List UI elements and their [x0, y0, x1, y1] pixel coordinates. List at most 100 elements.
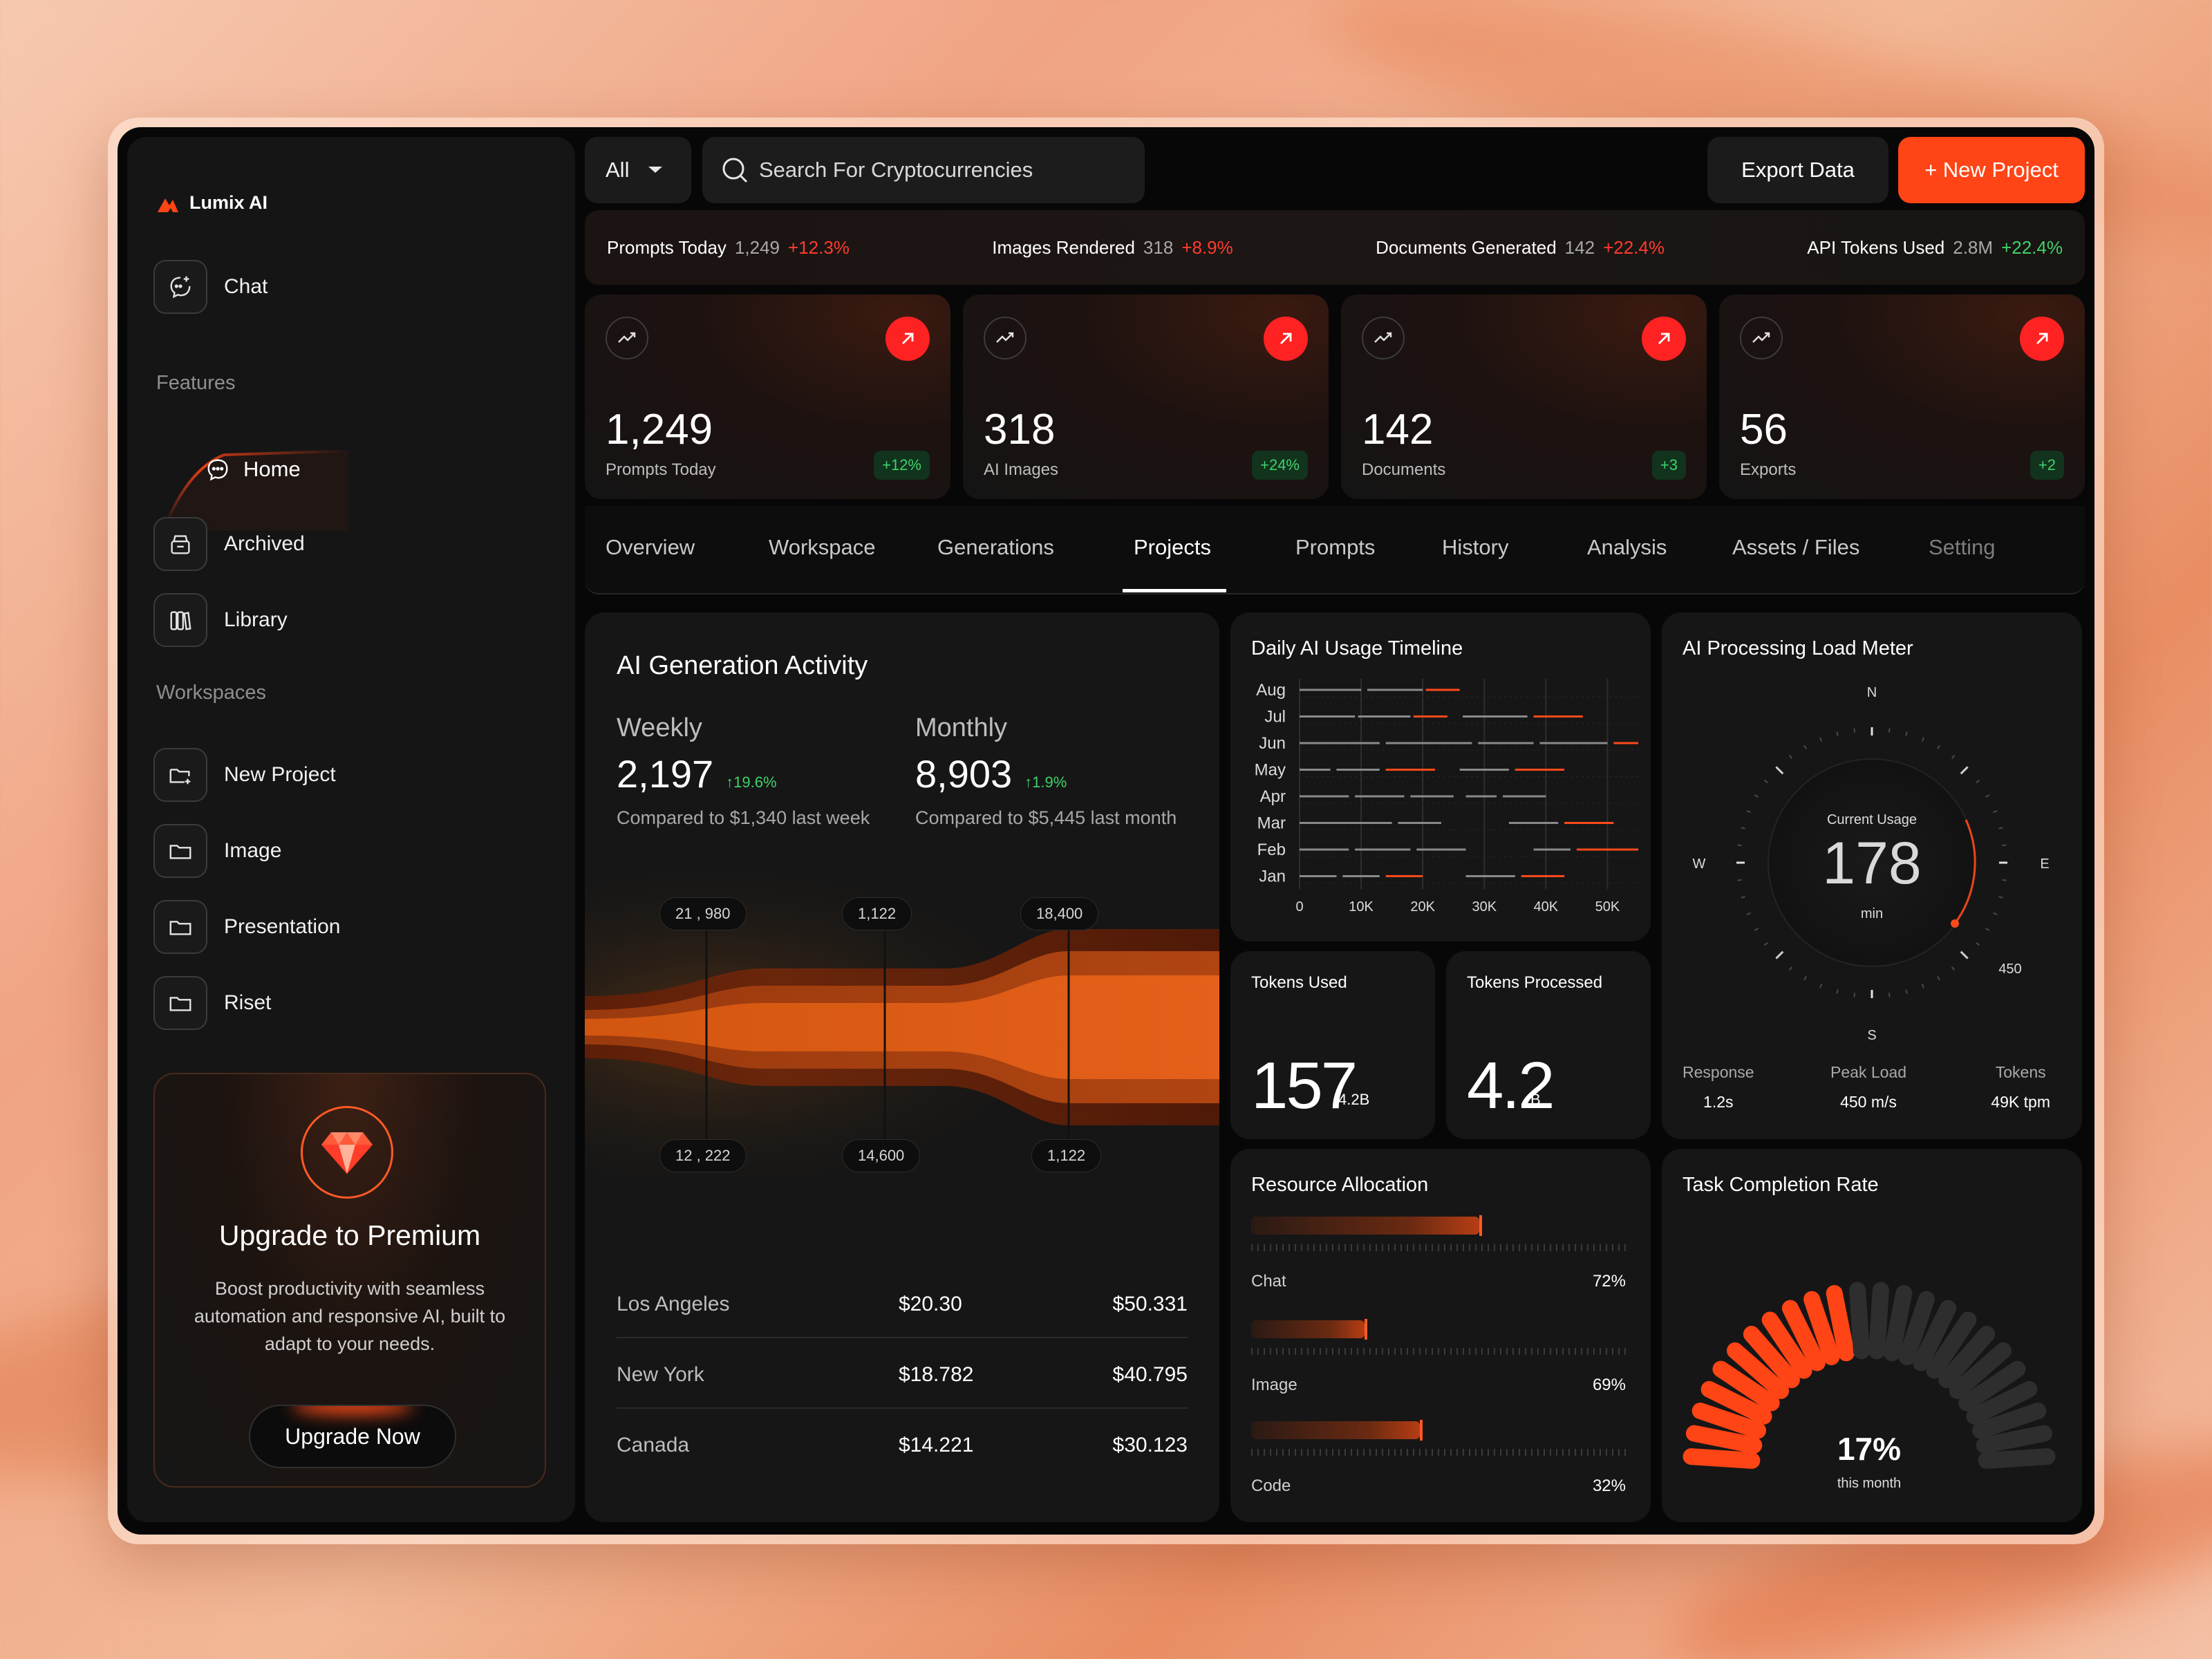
search-input[interactable] — [759, 158, 1118, 182]
workspace-item-label: Riset — [224, 991, 272, 1014]
sidebar-item-chat[interactable]: Chat — [153, 260, 268, 314]
timeline-tick-label: 50K — [1595, 899, 1620, 915]
meter-tick — [1746, 810, 1751, 814]
weekly-value: 2,197 — [617, 752, 714, 796]
kpi-change-badge: +12% — [874, 451, 930, 480]
panel-title: Tokens Processed — [1467, 973, 1603, 992]
tab-workspace[interactable]: Workspace — [769, 535, 876, 559]
workspace-item-image[interactable]: Image — [153, 824, 281, 878]
meter-tick — [1763, 941, 1768, 946]
kpi-card-images[interactable]: 318 AI Images +24% — [963, 294, 1329, 499]
meter-tick — [1754, 794, 1759, 798]
meter-tick — [1905, 731, 1908, 736]
resource-bar-marker — [1420, 1420, 1423, 1441]
filter-select[interactable]: All — [585, 137, 691, 203]
completion-segment — [1938, 1326, 1996, 1389]
kpi-card-documents[interactable]: 142 Documents +3 — [1341, 294, 1707, 499]
meter-tick — [2002, 879, 2007, 881]
completion-sub: this month — [1837, 1476, 1901, 1491]
tokens-processed-value: 4.2 — [1467, 1049, 1555, 1123]
compass-w: W — [1693, 856, 1706, 872]
timeline-month-label: Feb — [1257, 841, 1286, 859]
tab-prompts[interactable]: Prompts — [1295, 535, 1376, 559]
chat-icon — [153, 260, 207, 314]
completion-segment — [1691, 1403, 1767, 1439]
new-project-button[interactable]: + New Project — [1898, 137, 2085, 203]
monthly-stat: Monthly 8,903 ↑1.9% Compared to $5,445 l… — [915, 713, 1177, 828]
tab-overview[interactable]: Overview — [606, 535, 695, 559]
resource-bar-marker — [1479, 1215, 1482, 1236]
resource-percent: 72% — [1592, 1272, 1626, 1291]
kpi-value: 1,249 — [606, 406, 713, 453]
flow-label-bottom: 14,600 — [842, 1139, 921, 1172]
open-arrow-icon[interactable] — [1264, 317, 1308, 361]
panel-title: Resource Allocation — [1251, 1174, 1429, 1196]
logo-mark-icon — [158, 198, 178, 212]
completion-segment — [1958, 1360, 2026, 1412]
workspace-item-new-project[interactable]: New Project — [153, 748, 336, 802]
resource-track — [1251, 1348, 1626, 1355]
tab-assets-files[interactable]: Assets / Files — [1732, 535, 1860, 559]
stat-documents-generated: Documents Generated 142 +22.4% — [1376, 236, 1665, 258]
panel-title: Daily AI Usage Timeline — [1251, 637, 1463, 659]
workspace-item-riset[interactable]: Riset — [153, 976, 271, 1030]
upgrade-now-button[interactable]: Upgrade Now — [249, 1405, 456, 1468]
timeline-tick-label: 0 — [1295, 899, 1303, 915]
open-arrow-icon[interactable] — [885, 317, 930, 361]
meter-tick — [1819, 737, 1823, 742]
sidebar-item-library[interactable]: Library — [153, 593, 288, 647]
export-data-button[interactable]: Export Data — [1707, 137, 1888, 203]
tab-analysis[interactable]: Analysis — [1587, 535, 1667, 559]
completion-segment — [1685, 1425, 1763, 1454]
tab-history[interactable]: History — [1442, 535, 1509, 559]
tab-setting[interactable]: Setting — [1929, 535, 1996, 559]
meter-tick — [1937, 976, 1940, 981]
resource-bar-image — [1251, 1320, 1365, 1338]
kpi-change-badge: +3 — [1651, 451, 1686, 480]
daily-usage-timeline-panel: Daily AI Usage Timeline 0 10K 20K 30K 40K 50K… — [1230, 612, 1651, 941]
completion-segment — [1971, 1403, 2047, 1439]
folder-icon — [153, 976, 207, 1030]
search-bar[interactable] — [702, 137, 1145, 203]
completion-segment — [1761, 1311, 1812, 1379]
meter-tick — [1775, 950, 1784, 959]
workspace-item-label: Presentation — [224, 915, 341, 938]
kpi-value: 318 — [984, 406, 1056, 453]
tab-projects[interactable]: Projects — [1134, 535, 1211, 559]
meter-tick — [1775, 766, 1784, 775]
upgrade-button-label: Upgrade Now — [285, 1423, 420, 1449]
sidebar: Lumix AI Chat Features Home — [127, 137, 575, 1522]
resource-label: Image — [1251, 1376, 1297, 1394]
completion-segment — [1913, 1300, 1957, 1371]
meter-tick — [1985, 928, 1990, 931]
resource-percent: 32% — [1592, 1477, 1626, 1495]
meter-tick — [1951, 966, 1956, 971]
folder-icon — [153, 824, 207, 878]
flow-label-bottom: 12 , 222 — [659, 1139, 747, 1172]
meter-tick — [1998, 827, 2003, 830]
meter-tick — [1937, 744, 1940, 749]
timeline-chart: 0 10K 20K 30K 40K 50K Aug Jul Jun May Apr Mar Feb Jan — [1255, 679, 1638, 915]
kpi-card-exports[interactable]: 56 Exports +2 — [1719, 294, 2085, 499]
flow-label-top: 21 , 980 — [659, 897, 747, 930]
workspace-item-presentation[interactable]: Presentation — [153, 900, 340, 954]
kpi-value: 142 — [1362, 406, 1434, 453]
tokens-used-panel: Tokens Used 157 4.2B — [1230, 951, 1435, 1139]
section-label-features: Features — [156, 372, 236, 394]
resource-percent: 69% — [1592, 1376, 1626, 1394]
sidebar-item-home[interactable]: Home — [205, 456, 301, 482]
weekly-change: ↑19.6% — [726, 774, 777, 791]
trend-up-icon — [1362, 317, 1405, 359]
meter-tick — [1921, 737, 1924, 742]
completion-segment — [1976, 1425, 2053, 1454]
tokens-processed-panel: Tokens Processed 4.2 B — [1446, 951, 1651, 1139]
kpi-card-prompts[interactable]: 1,249 Prompts Today +12% — [585, 294, 950, 499]
message-icon — [207, 459, 228, 481]
resource-track — [1251, 1244, 1626, 1251]
open-arrow-icon[interactable] — [2020, 317, 2064, 361]
app-logo[interactable]: Lumix AI — [156, 192, 268, 214]
sidebar-item-archived[interactable]: Archived — [153, 517, 305, 571]
open-arrow-icon[interactable] — [1642, 317, 1686, 361]
tab-generations[interactable]: Generations — [937, 535, 1054, 559]
meter-tick — [1888, 993, 1891, 997]
